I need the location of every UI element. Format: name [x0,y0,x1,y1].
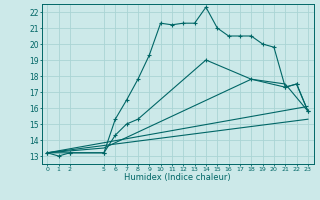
X-axis label: Humidex (Indice chaleur): Humidex (Indice chaleur) [124,173,231,182]
